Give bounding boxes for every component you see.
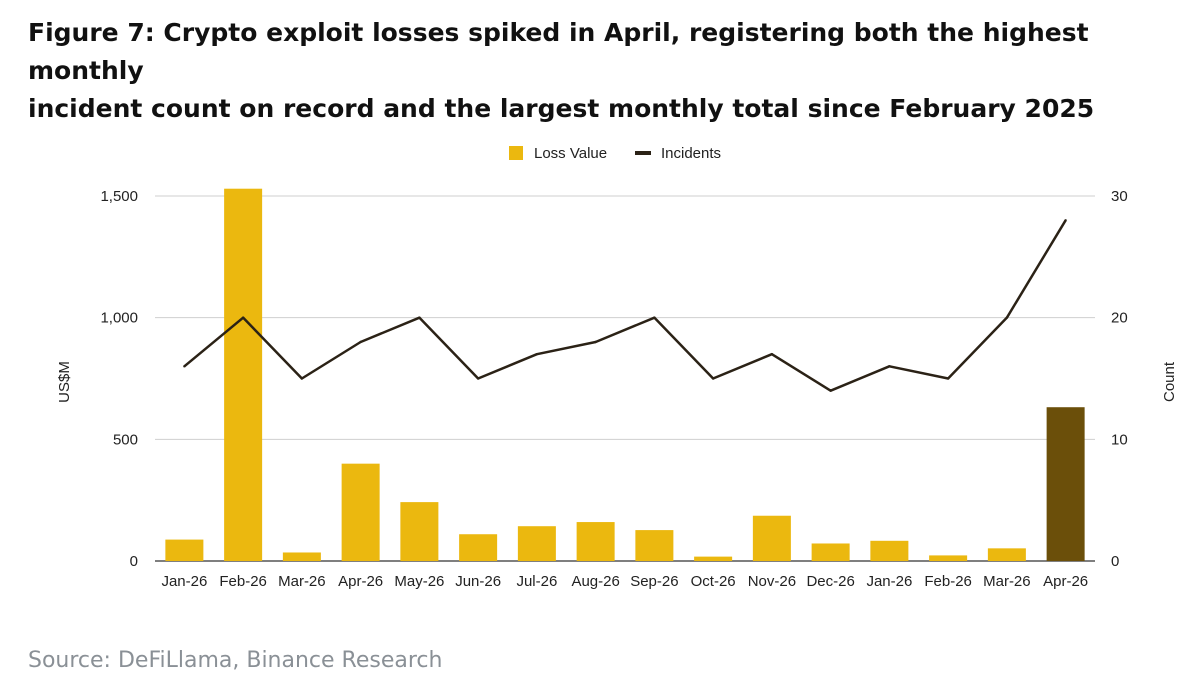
x-tick-label: Apr-26 bbox=[1043, 573, 1088, 590]
bar-loss-value bbox=[459, 534, 498, 561]
y-axis-title: US$M bbox=[56, 361, 73, 403]
y-tick-label: 1,000 bbox=[100, 310, 138, 327]
point-incidents bbox=[711, 377, 715, 380]
legend-label-loss-value: Loss Value bbox=[534, 145, 607, 162]
bar-loss-value bbox=[400, 502, 439, 561]
x-tick-label: Nov-26 bbox=[748, 573, 796, 590]
point-incidents bbox=[829, 389, 832, 392]
x-tick-label: Oct-26 bbox=[691, 573, 736, 590]
point-incidents bbox=[241, 316, 245, 319]
y-tick-label: 1,500 bbox=[100, 188, 138, 205]
point-incidents bbox=[946, 377, 950, 380]
x-tick-label: May-26 bbox=[394, 573, 444, 590]
x-tick-label: Dec-26 bbox=[806, 573, 854, 590]
x-tick-label: Apr-26 bbox=[338, 573, 383, 590]
point-incidents bbox=[418, 316, 421, 319]
chart-title-line-1: Figure 7: Crypto exploit losses spiked i… bbox=[28, 18, 1089, 85]
point-incidents bbox=[594, 340, 597, 344]
y2-tick-label: 0 bbox=[1111, 553, 1119, 570]
bar-loss-value bbox=[635, 530, 674, 561]
y2-tick-label: 30 bbox=[1111, 188, 1128, 205]
bar-loss-value bbox=[576, 522, 615, 561]
bar-loss-value bbox=[165, 539, 204, 561]
line-incidents bbox=[183, 219, 1067, 392]
bar-loss-value bbox=[224, 188, 263, 561]
legend-label-incidents: Incidents bbox=[661, 145, 721, 162]
x-tick-label: Feb-26 bbox=[219, 573, 267, 590]
bar-loss-value bbox=[987, 548, 1026, 561]
x-tick-label: Aug-26 bbox=[571, 573, 619, 590]
x-tick-label: Sep-26 bbox=[630, 573, 678, 590]
point-incidents bbox=[888, 365, 891, 368]
source-note: Source: DeFiLlama, Binance Research bbox=[28, 648, 443, 673]
y2-tick-label: 20 bbox=[1111, 310, 1128, 327]
point-incidents bbox=[476, 377, 480, 380]
bar-loss-value bbox=[282, 552, 321, 561]
y-tick-label: 500 bbox=[113, 431, 138, 448]
bar-loss-value bbox=[1046, 407, 1085, 561]
point-incidents bbox=[359, 340, 362, 344]
bar-loss-value bbox=[341, 463, 380, 561]
x-tick-label: Jan-26 bbox=[866, 573, 912, 590]
bar-loss-value bbox=[752, 515, 791, 561]
legend-swatch-incidents bbox=[635, 151, 651, 155]
bar-loss-value bbox=[694, 556, 733, 561]
x-tick-label: Jan-26 bbox=[161, 573, 207, 590]
y2-tick-label: 10 bbox=[1111, 431, 1128, 448]
chart-title-line-2: incident count on record and the largest… bbox=[28, 94, 1095, 123]
bar-loss-value bbox=[929, 555, 968, 561]
x-tick-label: Jul-26 bbox=[516, 573, 557, 590]
bar-loss-value bbox=[517, 526, 556, 561]
x-tick-label: Jun-26 bbox=[455, 573, 501, 590]
legend-swatch-loss-value bbox=[509, 146, 523, 160]
point-incidents bbox=[1064, 219, 1067, 222]
point-incidents bbox=[183, 365, 186, 368]
x-tick-label: Mar-26 bbox=[983, 573, 1031, 590]
bar-loss-value bbox=[811, 543, 850, 561]
point-incidents bbox=[535, 352, 539, 356]
combo-chart: 0 500 1,000 1,500 0 10 20 30 US$M Count Jan-26 Feb-… bbox=[56, 145, 1178, 590]
point-incidents bbox=[1005, 316, 1009, 319]
point-incidents bbox=[770, 352, 774, 356]
bar-loss-value bbox=[870, 540, 909, 561]
y2-axis-title: Count bbox=[1161, 361, 1178, 402]
point-incidents bbox=[300, 377, 304, 380]
x-tick-label: Feb-26 bbox=[924, 573, 972, 590]
x-tick-label: Mar-26 bbox=[278, 573, 326, 590]
y-tick-label: 0 bbox=[130, 553, 138, 570]
chart-title: Figure 7: Crypto exploit losses spiked i… bbox=[28, 14, 1178, 128]
point-incidents bbox=[653, 316, 656, 319]
